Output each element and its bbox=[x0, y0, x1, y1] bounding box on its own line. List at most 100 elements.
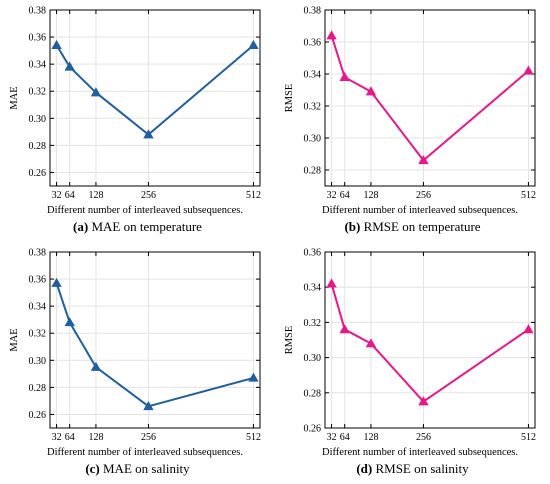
data-point-256 bbox=[418, 396, 429, 406]
x-tick-label-3: 256 bbox=[141, 432, 156, 443]
y-tick-label-4: 0.36 bbox=[304, 38, 322, 49]
caption-d-text: RMSE on salinity bbox=[375, 461, 469, 476]
x-tick-label-2: 128 bbox=[88, 190, 103, 201]
x-tick-label-2: 128 bbox=[88, 432, 103, 443]
chart-panel-a: 0.26 0.28 0.30 0.32 0.34 0.36 0.38 32 64 128 256 51… bbox=[0, 0, 275, 242]
y-tick-label-1: 0.28 bbox=[29, 141, 47, 152]
y-tick-label-6: 0.38 bbox=[29, 6, 47, 17]
x-tick-label-4: 512 bbox=[521, 432, 536, 443]
plot-frame bbox=[49, 9, 261, 187]
series-line-0 bbox=[55, 44, 255, 136]
grid-lines bbox=[50, 251, 260, 428]
x-tick-label-1: 64 bbox=[340, 432, 350, 443]
caption-a-text: MAE on temperature bbox=[91, 219, 202, 234]
data-point-32 bbox=[51, 277, 62, 287]
data-point-64 bbox=[339, 324, 350, 334]
chart-panel-b: 0.28 0.30 0.32 0.34 0.36 0.38 32 64 128 256 512 Dif… bbox=[275, 0, 550, 242]
data-point-512 bbox=[523, 324, 534, 334]
x-tick-label-1: 64 bbox=[65, 190, 75, 201]
y-tick-label-4: 0.34 bbox=[29, 302, 47, 313]
caption-d: (d) RMSE on salinity bbox=[275, 461, 550, 477]
data-point-512 bbox=[248, 372, 259, 382]
data-point-512 bbox=[248, 39, 259, 49]
y-tick-label-5: 0.36 bbox=[304, 248, 322, 259]
x-tick-label-3: 256 bbox=[416, 190, 431, 201]
data-point-128 bbox=[365, 338, 377, 348]
caption-a: (a) MAE on temperature bbox=[0, 219, 275, 235]
chart-a-svg: 0.26 0.28 0.30 0.32 0.34 0.36 0.38 32 64 128 256 51… bbox=[9, 6, 261, 217]
y-tick-label-3: 0.32 bbox=[304, 318, 322, 329]
x-tick-label-4: 512 bbox=[246, 432, 261, 443]
caption-d-letter: (d) bbox=[356, 461, 373, 476]
x-tick-label-2: 128 bbox=[363, 190, 378, 201]
data-point-128 bbox=[90, 87, 102, 97]
series-line-0 bbox=[330, 283, 530, 403]
x-tick-label-2: 128 bbox=[363, 432, 378, 443]
y-tick-label-3: 0.34 bbox=[304, 70, 322, 81]
data-point-256 bbox=[143, 401, 154, 411]
data-point-32 bbox=[326, 278, 337, 288]
y-tick-label-1: 0.28 bbox=[304, 388, 322, 399]
y-tick-label-0: 0.28 bbox=[304, 166, 322, 177]
y-axis-label: MAE bbox=[9, 328, 20, 351]
series-line-0 bbox=[330, 35, 530, 162]
grid-lines bbox=[325, 9, 535, 186]
y-tick-label-2: 0.30 bbox=[304, 353, 322, 364]
caption-a-letter: (a) bbox=[73, 219, 89, 234]
y-tick-label-5: 0.38 bbox=[304, 6, 322, 17]
x-axis-label: Different number of interleaved subseque… bbox=[47, 205, 243, 216]
y-tick-label-4: 0.34 bbox=[304, 283, 322, 294]
y-tick-label-3: 0.32 bbox=[29, 87, 47, 98]
y-tick-label-5: 0.36 bbox=[29, 275, 47, 286]
y-axis-label: RMSE bbox=[284, 326, 295, 355]
caption-c-text: MAE on salinity bbox=[103, 461, 190, 476]
x-tick-label-4: 512 bbox=[246, 190, 261, 201]
y-axis-label: RMSE bbox=[284, 84, 295, 113]
data-point-32 bbox=[326, 30, 337, 40]
y-tick-label-1: 0.28 bbox=[29, 383, 47, 394]
x-tick-label-3: 256 bbox=[416, 432, 431, 443]
x-tick-label-0: 32 bbox=[52, 190, 62, 201]
caption-b-text: RMSE on temperature bbox=[363, 219, 481, 234]
chart-b-svg: 0.28 0.30 0.32 0.34 0.36 0.38 32 64 128 256 512Dif… bbox=[284, 6, 536, 217]
x-tick-label-1: 64 bbox=[65, 432, 75, 443]
x-axis-label: Different number of interleaved subseque… bbox=[47, 447, 243, 458]
grid-lines bbox=[50, 9, 260, 186]
x-tick-label-0: 32 bbox=[327, 432, 337, 443]
chart-panel-d: 0.26 0.28 0.30 0.32 0.34 0.36 32 64 128 256 512 Dif… bbox=[275, 242, 550, 484]
y-tick-label-5: 0.36 bbox=[29, 33, 47, 44]
data-point-128 bbox=[365, 86, 377, 96]
x-axis-label: Different number of interleaved subseque… bbox=[322, 205, 518, 216]
plot-frame bbox=[324, 9, 536, 187]
y-tick-label-6: 0.38 bbox=[29, 248, 47, 259]
caption-c: (c) MAE on salinity bbox=[0, 461, 275, 477]
x-tick-label-1: 64 bbox=[340, 190, 350, 201]
x-tick-label-4: 512 bbox=[521, 190, 536, 201]
data-point-128 bbox=[90, 361, 102, 371]
plot-frame bbox=[49, 251, 261, 429]
data-point-64 bbox=[64, 61, 75, 71]
caption-b-letter: (b) bbox=[344, 219, 361, 234]
y-tick-label-2: 0.30 bbox=[29, 114, 47, 125]
data-point-64 bbox=[339, 71, 350, 81]
chart-c-svg: 0.26 0.28 0.30 0.32 0.34 0.36 0.38 32 64 128 256 51… bbox=[9, 248, 261, 459]
y-tick-label-3: 0.32 bbox=[29, 329, 47, 340]
data-point-32 bbox=[51, 39, 62, 49]
chart-d-svg: 0.26 0.28 0.30 0.32 0.34 0.36 32 64 128 256 512Dif… bbox=[284, 248, 536, 459]
data-point-256 bbox=[143, 129, 154, 139]
grid-lines bbox=[325, 251, 535, 429]
data-point-64 bbox=[64, 317, 75, 327]
y-tick-label-2: 0.30 bbox=[29, 356, 47, 367]
y-tick-label-0: 0.26 bbox=[304, 424, 322, 435]
caption-c-letter: (c) bbox=[85, 461, 100, 476]
y-axis-label: MAE bbox=[9, 86, 20, 109]
y-tick-label-4: 0.34 bbox=[29, 60, 47, 71]
x-axis-label: Different number of interleaved subseque… bbox=[322, 447, 518, 458]
data-point-256 bbox=[418, 155, 429, 165]
plot-frame bbox=[324, 251, 536, 429]
x-tick-label-0: 32 bbox=[327, 190, 337, 201]
x-tick-label-3: 256 bbox=[141, 190, 156, 201]
caption-b: (b) RMSE on temperature bbox=[275, 219, 550, 235]
chart-panel-c: 0.26 0.28 0.30 0.32 0.34 0.36 0.38 32 64 128 256 51… bbox=[0, 242, 275, 484]
x-tick-label-0: 32 bbox=[52, 432, 62, 443]
